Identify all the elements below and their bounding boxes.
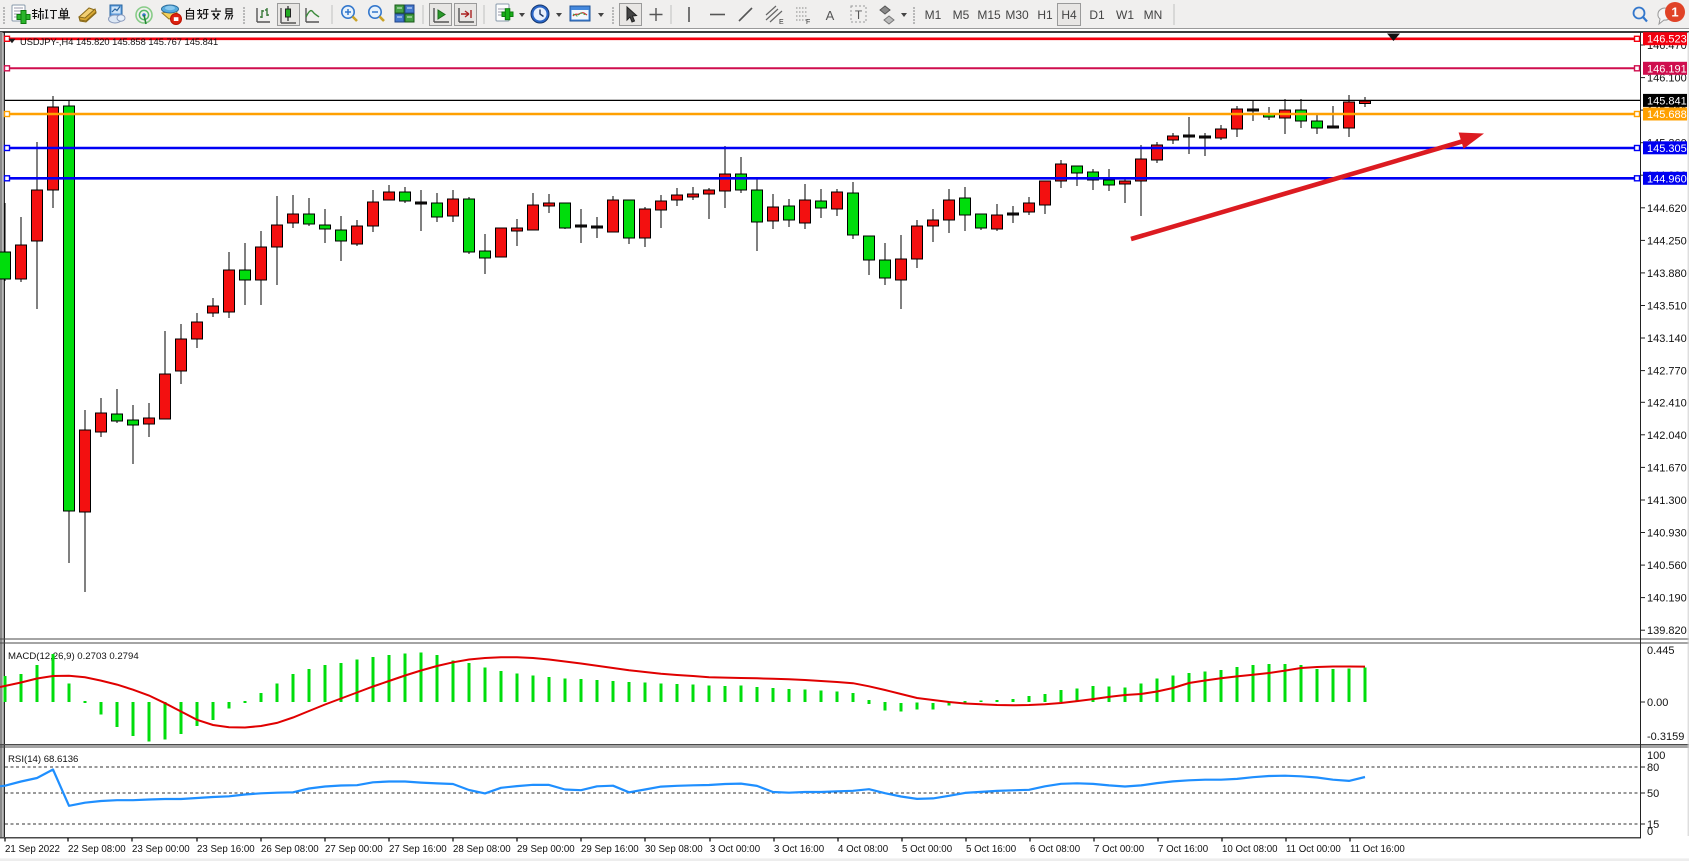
svg-text:D1: D1 [1089,8,1105,22]
svg-text:E: E [779,19,784,26]
svg-text:80: 80 [1647,762,1659,774]
svg-text:M15: M15 [977,8,1001,22]
svg-text:21 Sep 2022: 21 Sep 2022 [5,844,60,855]
svg-text:6 Oct 08:00: 6 Oct 08:00 [1030,844,1081,855]
svg-text:3 Oct 00:00: 3 Oct 00:00 [710,844,761,855]
svg-text:M30: M30 [1005,8,1029,22]
svg-text:144.250: 144.250 [1647,235,1687,247]
svg-text:22 Sep 08:00: 22 Sep 08:00 [68,844,126,855]
svg-text:0.00: 0.00 [1647,697,1668,709]
svg-text:MN: MN [1144,8,1163,22]
svg-text:27 Sep 00:00: 27 Sep 00:00 [325,844,383,855]
svg-text:145.305: 145.305 [1647,143,1687,155]
svg-text:27 Sep 16:00: 27 Sep 16:00 [389,844,447,855]
svg-text:T: T [855,8,863,22]
svg-text:139.820: 139.820 [1647,625,1687,637]
svg-text:30 Sep 08:00: 30 Sep 08:00 [645,844,703,855]
svg-text:26 Sep 08:00: 26 Sep 08:00 [261,844,319,855]
svg-text:143.140: 143.140 [1647,333,1687,345]
svg-text:141.300: 141.300 [1647,495,1687,507]
svg-text:146.100: 146.100 [1647,73,1687,85]
svg-text:23 Sep 00:00: 23 Sep 00:00 [132,844,190,855]
svg-text:7 Oct 16:00: 7 Oct 16:00 [1158,844,1209,855]
svg-text:15: 15 [1647,819,1659,831]
svg-text:145.841: 145.841 [1647,95,1687,107]
svg-text:100: 100 [1647,750,1665,762]
svg-text:F: F [806,19,810,26]
svg-text:W1: W1 [1116,8,1134,22]
svg-text:5 Oct 00:00: 5 Oct 00:00 [902,844,953,855]
svg-text:146.191: 146.191 [1647,63,1687,75]
svg-text:0: 0 [1647,826,1653,838]
svg-text:RSI(14) 68.6136: RSI(14) 68.6136 [8,754,78,765]
svg-text:H1: H1 [1037,8,1053,22]
svg-text:29 Sep 00:00: 29 Sep 00:00 [517,844,575,855]
svg-text:M5: M5 [953,8,970,22]
svg-text:A: A [826,8,835,23]
svg-text:1: 1 [1671,5,1678,20]
svg-text:23 Sep 16:00: 23 Sep 16:00 [197,844,255,855]
svg-text:143.510: 143.510 [1647,300,1687,312]
svg-text:28 Sep 08:00: 28 Sep 08:00 [453,844,511,855]
svg-text:142.410: 142.410 [1647,397,1687,409]
svg-text:141.670: 141.670 [1647,462,1687,474]
svg-text:10 Oct 08:00: 10 Oct 08:00 [1222,844,1278,855]
svg-text:140.930: 140.930 [1647,528,1687,540]
svg-text:144.620: 144.620 [1647,203,1687,215]
svg-text:146.523: 146.523 [1647,34,1687,46]
svg-text:142.040: 142.040 [1647,430,1687,442]
svg-text:USDJPY-,H4 145.820 145.858 14: USDJPY-,H4 145.820 145.858 145.767 145.8… [20,37,218,47]
svg-text:11 Oct 00:00: 11 Oct 00:00 [1286,844,1341,855]
svg-text:M1: M1 [925,8,942,22]
svg-text:140.560: 140.560 [1647,560,1687,572]
svg-text:142.770: 142.770 [1647,366,1687,378]
svg-text:0.445: 0.445 [1647,645,1675,657]
svg-text:11 Oct 16:00: 11 Oct 16:00 [1350,844,1405,855]
svg-text:7 Oct 00:00: 7 Oct 00:00 [1094,844,1145,855]
svg-text:145.688: 145.688 [1647,109,1687,121]
svg-text:H4: H4 [1061,8,1077,22]
svg-text:144.960: 144.960 [1647,173,1687,185]
svg-text:143.880: 143.880 [1647,268,1687,280]
svg-text:MACD(12,26,9) 0.2703 0.2794: MACD(12,26,9) 0.2703 0.2794 [8,651,139,662]
svg-text:140.190: 140.190 [1647,593,1687,605]
svg-text:29 Sep 16:00: 29 Sep 16:00 [581,844,639,855]
svg-text:50: 50 [1647,788,1659,800]
svg-text:4 Oct 08:00: 4 Oct 08:00 [838,844,889,855]
svg-text:3 Oct 16:00: 3 Oct 16:00 [774,844,825,855]
svg-text:-0.3159: -0.3159 [1647,731,1684,743]
svg-text:5 Oct 16:00: 5 Oct 16:00 [966,844,1017,855]
